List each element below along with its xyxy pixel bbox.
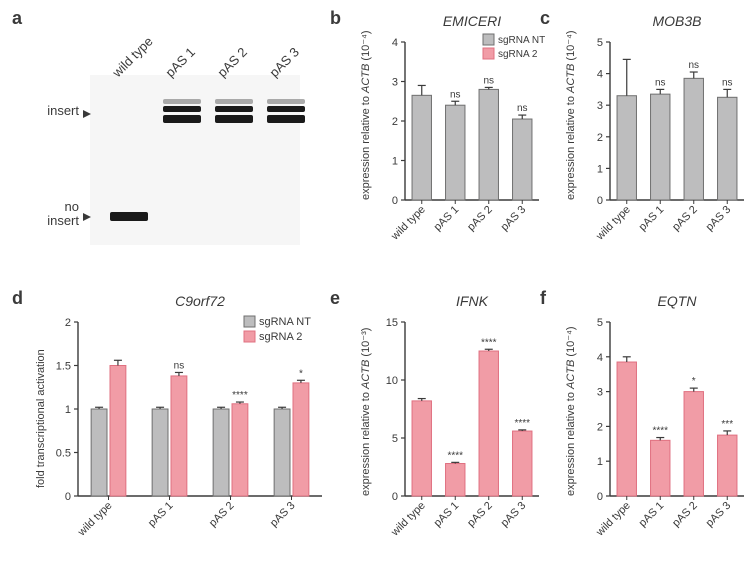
svg-text:ns: ns — [517, 103, 528, 114]
svg-text:0: 0 — [597, 491, 603, 503]
svg-text:pAS 2: pAS 2 — [670, 204, 700, 234]
svg-text:pAS 2: pAS 2 — [670, 500, 700, 530]
svg-text:pAS 2: pAS 2 — [465, 500, 495, 530]
svg-text:ns: ns — [688, 60, 699, 71]
panel-c-chart: MOB3B 0 1 2 3 4 5 expression relative to ACTB (… — [560, 12, 750, 262]
svg-text:****: **** — [447, 450, 463, 461]
svg-text:expression relative to ACTB (1: expression relative to ACTB (10⁻⁴) — [360, 31, 372, 201]
svg-text:****: **** — [514, 418, 530, 429]
svg-text:ns: ns — [722, 77, 733, 88]
gel-label-noinsert: noinsert — [29, 200, 79, 227]
chart-c-svg: MOB3B 0 1 2 3 4 5 expression relative to ACTB (… — [560, 12, 750, 262]
panel-e-chart: IFNK 0 5 10 15 expression relative to ACTB (1… — [355, 292, 545, 562]
svg-text:2: 2 — [392, 116, 398, 128]
chart-e-svg: IFNK 0 5 10 15 expression relative to ACTB (1… — [355, 292, 545, 562]
panel-label-b: b — [330, 8, 341, 29]
svg-text:2: 2 — [65, 317, 71, 329]
svg-text:0: 0 — [65, 491, 71, 503]
svg-text:pAS 1: pAS 1 — [637, 500, 667, 530]
svg-text:C9orf72: C9orf72 — [175, 293, 225, 309]
svg-text:ns: ns — [450, 89, 461, 100]
svg-text:0: 0 — [392, 195, 398, 207]
svg-text:*: * — [299, 368, 303, 379]
svg-text:sgRNA 2: sgRNA 2 — [498, 49, 538, 60]
svg-text:0.5: 0.5 — [56, 448, 71, 460]
svg-text:fold transcriptional activatio: fold transcriptional activation — [35, 349, 47, 488]
svg-text:pAS 3: pAS 3 — [704, 500, 734, 530]
svg-text:5: 5 — [392, 433, 398, 445]
svg-text:***: *** — [721, 419, 733, 430]
panel-label-e: e — [330, 288, 340, 309]
svg-text:3: 3 — [597, 100, 603, 112]
svg-text:sgRNA NT: sgRNA NT — [259, 316, 311, 328]
svg-text:2: 2 — [597, 132, 603, 144]
chart-d-svg: C9orf72 0 0.5 1 1.5 2 fold transcriptional act… — [30, 292, 330, 562]
svg-text:EMICERI: EMICERI — [443, 13, 501, 29]
panel-b-chart: EMICERI 0 1 2 3 4 expression relative to ACTB … — [355, 12, 545, 262]
figure-root: a b c d e f insert noinsert wild typepAS… — [0, 0, 750, 567]
svg-text:15: 15 — [386, 317, 398, 329]
svg-text:wild type: wild type — [593, 204, 632, 243]
svg-text:2: 2 — [597, 421, 603, 433]
svg-text:1: 1 — [597, 163, 603, 175]
svg-text:5: 5 — [597, 37, 603, 49]
svg-text:0: 0 — [392, 491, 398, 503]
svg-text:5: 5 — [597, 317, 603, 329]
svg-text:1: 1 — [597, 456, 603, 468]
svg-text:1.5: 1.5 — [56, 361, 71, 373]
svg-text:wild type: wild type — [388, 204, 427, 243]
svg-text:ns: ns — [174, 360, 185, 371]
svg-text:****: **** — [232, 390, 248, 401]
svg-text:pAS 3: pAS 3 — [499, 204, 529, 234]
svg-text:sgRNA 2: sgRNA 2 — [259, 331, 302, 343]
svg-text:expression relative to ACTB (1: expression relative to ACTB (10⁻⁴) — [565, 31, 577, 201]
panel-f-chart: EQTN 0 1 2 3 4 5 expression relative to ACTB (1… — [560, 292, 750, 562]
panel-d-chart: C9orf72 0 0.5 1 1.5 2 fold transcriptional act… — [30, 292, 330, 562]
svg-text:0: 0 — [597, 195, 603, 207]
svg-text:pAS 1: pAS 1 — [146, 500, 176, 530]
svg-text:pAS 2: pAS 2 — [207, 500, 237, 530]
svg-text:ns: ns — [483, 75, 494, 86]
svg-text:wild type: wild type — [593, 500, 632, 539]
svg-text:pAS 1: pAS 1 — [432, 500, 462, 530]
svg-text:****: **** — [481, 337, 497, 348]
svg-text:expression relative to ACTB (1: expression relative to ACTB (10⁻³) — [360, 328, 372, 496]
chart-b-svg: EMICERI 0 1 2 3 4 expression relative to ACTB … — [355, 12, 545, 262]
svg-text:1: 1 — [65, 404, 71, 416]
panel-label-a: a — [12, 8, 22, 29]
svg-text:pAS 2: pAS 2 — [465, 204, 495, 234]
svg-text:3: 3 — [392, 77, 398, 89]
svg-text:4: 4 — [392, 37, 398, 49]
panel-a-gel: insert noinsert wild typepAS 1pAS 2pAS 3 — [35, 20, 315, 250]
gel-label-insert: insert — [29, 103, 79, 118]
svg-text:4: 4 — [597, 69, 603, 81]
svg-text:wild type: wild type — [75, 500, 114, 539]
svg-text:4: 4 — [597, 352, 603, 364]
svg-text:10: 10 — [386, 375, 398, 387]
svg-text:expression relative to ACTB (1: expression relative to ACTB (10⁻⁴) — [565, 327, 577, 497]
svg-text:3: 3 — [597, 387, 603, 399]
svg-text:pAS 1: pAS 1 — [637, 204, 667, 234]
svg-text:pAS 1: pAS 1 — [432, 204, 462, 234]
svg-text:*: * — [692, 376, 696, 387]
svg-text:wild type: wild type — [388, 500, 427, 539]
svg-text:pAS 3: pAS 3 — [499, 500, 529, 530]
svg-text:EQTN: EQTN — [658, 293, 698, 309]
svg-text:****: **** — [652, 426, 668, 437]
chart-f-svg: EQTN 0 1 2 3 4 5 expression relative to ACTB (1… — [560, 292, 750, 562]
svg-text:ns: ns — [655, 77, 666, 88]
svg-text:sgRNA NT: sgRNA NT — [498, 35, 545, 46]
svg-text:IFNK: IFNK — [456, 293, 489, 309]
svg-text:pAS 3: pAS 3 — [268, 500, 298, 530]
svg-text:pAS 3: pAS 3 — [704, 204, 734, 234]
svg-text:MOB3B: MOB3B — [652, 13, 701, 29]
svg-text:1: 1 — [392, 156, 398, 168]
panel-label-d: d — [12, 288, 23, 309]
